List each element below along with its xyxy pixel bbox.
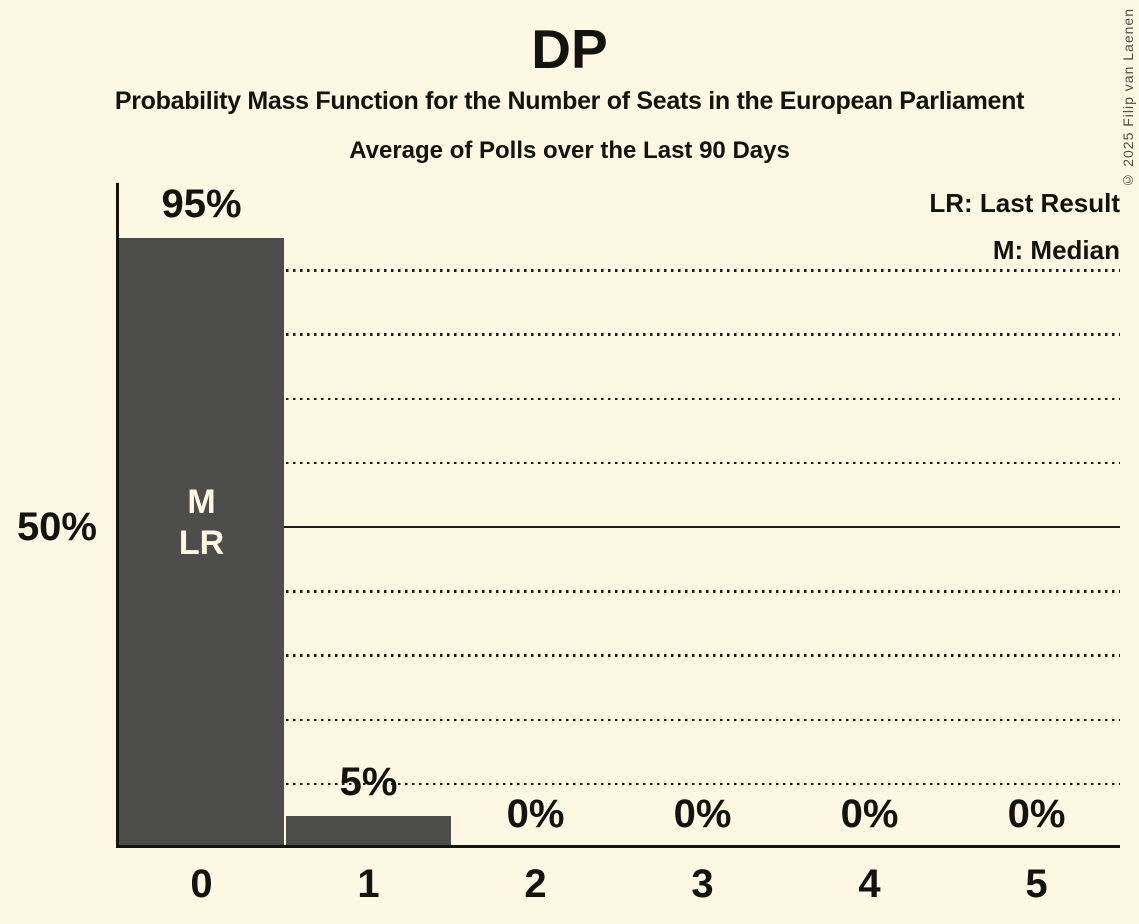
page-title: DP	[531, 18, 608, 80]
gridline-40pct	[118, 590, 1120, 593]
bar-value-label: 5%	[339, 759, 398, 804]
chart-subsubtitle: Average of Polls over the Last 90 Days	[349, 137, 790, 164]
y-axis-line	[116, 183, 119, 848]
x-tick-label: 1	[357, 862, 380, 906]
legend-median: M: Median	[992, 235, 1120, 265]
gridline-10pct	[118, 782, 1120, 786]
y-axis-tick-label: 50%	[16, 505, 97, 549]
x-tick-label: 0	[190, 862, 213, 906]
bar-marker-line: LR	[178, 524, 225, 562]
bar-marker-line: M	[187, 483, 216, 521]
bar-value-label: 0%	[1007, 792, 1066, 836]
bar-value-label: 0%	[840, 792, 899, 836]
bar-value-label: 0%	[673, 792, 732, 836]
gridline-20pct	[118, 718, 1120, 722]
bar-1	[286, 815, 451, 848]
chart-subtitle: Probability Mass Function for the Number…	[114, 87, 1025, 115]
chart-legend: LR: Last Result M: Median	[929, 180, 1120, 274]
gridline-90pct	[118, 269, 1120, 272]
x-tick-label: 2	[524, 862, 547, 906]
x-tick-label: 3	[691, 862, 714, 906]
x-tick-label: 5	[1025, 862, 1048, 906]
bar-marker-labels: M LR	[118, 482, 285, 564]
gridline-50pct	[118, 525, 1120, 528]
bar-value-label: 95%	[161, 182, 242, 226]
bar-value-label: 0%	[506, 792, 565, 836]
legend-last-result: LR: Last Result	[929, 188, 1120, 218]
x-axis-line	[116, 845, 1120, 848]
gridline-60pct	[118, 461, 1120, 465]
gridline-30pct	[118, 654, 1120, 657]
x-tick-label: 4	[858, 862, 881, 906]
gridline-70pct	[118, 397, 1120, 401]
bar-0	[119, 238, 284, 848]
copyright-notice: © 2025 Filip van Laenen	[1120, 8, 1136, 189]
gridline-80pct	[118, 333, 1120, 336]
